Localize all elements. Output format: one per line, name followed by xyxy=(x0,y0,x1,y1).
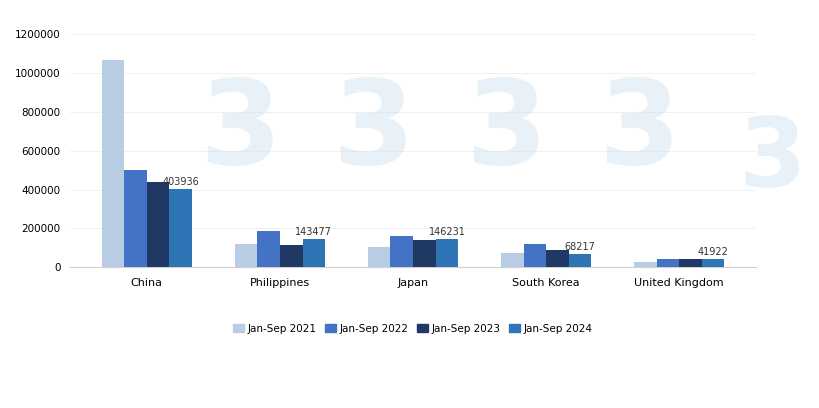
Bar xyxy=(568,254,590,267)
Bar xyxy=(545,250,568,267)
Bar xyxy=(102,60,124,267)
Text: 3: 3 xyxy=(464,74,546,189)
Bar xyxy=(257,231,279,267)
Bar xyxy=(368,247,390,267)
Bar xyxy=(678,259,701,267)
Bar xyxy=(701,259,724,267)
Bar xyxy=(656,259,678,267)
Bar xyxy=(279,245,302,267)
Text: 3: 3 xyxy=(199,74,281,189)
Bar xyxy=(147,182,170,267)
Text: 146231: 146231 xyxy=(428,226,465,237)
Text: 41922: 41922 xyxy=(697,247,728,257)
Bar xyxy=(500,253,523,267)
Legend: Jan-Sep 2021, Jan-Sep 2022, Jan-Sep 2023, Jan-Sep 2024: Jan-Sep 2021, Jan-Sep 2022, Jan-Sep 2023… xyxy=(229,319,596,338)
Text: 3: 3 xyxy=(738,114,805,207)
Bar xyxy=(302,239,325,267)
Bar xyxy=(234,244,257,267)
Text: 143477: 143477 xyxy=(295,227,332,237)
Text: 68217: 68217 xyxy=(564,242,595,252)
Text: 3: 3 xyxy=(332,74,414,189)
Text: 403936: 403936 xyxy=(162,177,199,186)
Text: 3: 3 xyxy=(598,74,680,189)
Bar xyxy=(170,189,192,267)
Bar xyxy=(633,262,656,267)
Bar xyxy=(124,170,147,267)
Bar xyxy=(390,236,413,267)
Bar xyxy=(435,239,458,267)
Bar xyxy=(413,240,435,267)
Bar xyxy=(523,244,545,267)
